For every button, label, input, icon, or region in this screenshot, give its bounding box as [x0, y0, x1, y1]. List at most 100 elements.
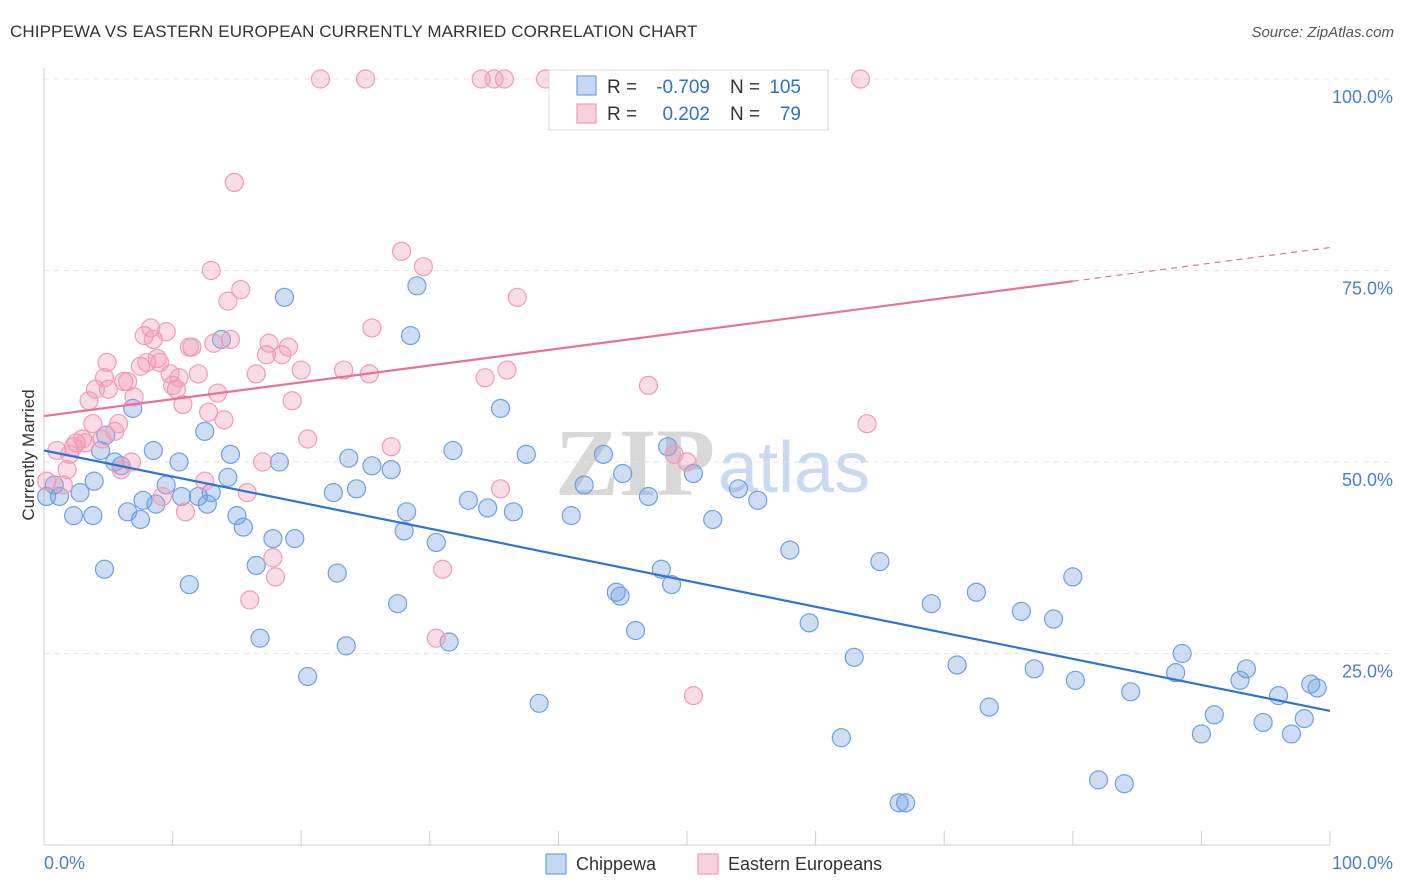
eastern-point-37	[175, 502, 196, 522]
chippewa-point-56	[503, 502, 523, 522]
eastern-point-31	[156, 322, 176, 342]
chippewa-point-95	[1191, 724, 1212, 744]
eastern-point-87	[857, 414, 877, 434]
chippewa-point-6	[84, 471, 104, 491]
eastern-point-17	[108, 414, 129, 434]
chippewa-point-48	[400, 326, 421, 346]
chippewa-point-72	[728, 479, 749, 499]
chippewa-point-50	[426, 532, 446, 553]
bottom-legend-label-eastern: Eastern Europeans	[728, 854, 882, 874]
chippewa-point-80	[896, 793, 916, 813]
chippewa-point-73	[748, 490, 768, 510]
source-label: Source: ZipAtlas.com	[1251, 24, 1394, 41]
chippewa-point-46	[394, 521, 414, 541]
chippewa-point-40	[336, 636, 356, 656]
chippewa-point-17	[146, 494, 166, 514]
legend-n-value-2: 79	[780, 104, 801, 125]
chippewa-point-102	[1294, 709, 1314, 729]
eastern-point-75	[475, 368, 495, 388]
chippewa-point-84	[979, 697, 999, 717]
eastern-point-71	[413, 257, 433, 277]
chippewa-point-2	[49, 486, 70, 507]
eastern-point-55	[256, 345, 277, 365]
chippewa-point-45	[388, 594, 408, 614]
chippewa-point-47	[397, 502, 417, 522]
eastern-point-43	[201, 260, 221, 281]
chippewa-point-66	[638, 486, 659, 507]
chippewa-point-51	[439, 632, 459, 652]
chippewa-point-94	[1172, 643, 1192, 664]
axes	[43, 68, 1331, 846]
eastern-point-30	[152, 486, 172, 507]
eastern-point-85	[683, 686, 704, 706]
eastern-point-82	[638, 375, 659, 395]
eastern-point-13	[94, 368, 115, 388]
y-tick-label-1: 75.0%	[1342, 279, 1393, 299]
chippewa-point-58	[529, 693, 549, 713]
chippewa-point-77	[844, 647, 864, 667]
eastern-point-84	[677, 452, 697, 472]
chippewa-point-78	[870, 551, 890, 572]
chippewa-point-62	[606, 582, 626, 602]
eastern-point-66	[355, 69, 376, 89]
chippewa-point-71	[703, 509, 723, 530]
chippewa-point-54	[478, 498, 498, 518]
chippewa-point-101	[1281, 724, 1302, 744]
eastern-point-50	[231, 280, 251, 300]
legend-swatch-eastern	[576, 103, 597, 124]
eastern-point-46	[214, 410, 234, 430]
chippewa-point-5	[83, 506, 103, 526]
eastern-point-63	[298, 429, 318, 449]
eastern-point-73	[433, 559, 453, 579]
chippewa-point-92	[1121, 682, 1141, 702]
chippewa-point-70	[683, 463, 704, 484]
y-tick-label-2: 50.0%	[1342, 470, 1393, 490]
chippewa-point-91	[1114, 774, 1134, 794]
chippewa-point-63	[610, 586, 630, 606]
gridlines	[44, 78, 1394, 654]
chippewa-point-97	[1230, 670, 1250, 690]
x-tick-label-min: 0.0%	[44, 853, 85, 873]
bottom-legend-swatch-eastern	[697, 853, 719, 875]
bottom-legend-swatch-chippewa	[545, 853, 567, 875]
y-tick-label-3: 25.0%	[1342, 662, 1393, 682]
chippewa-point-76	[831, 728, 851, 748]
chippewa-point-29	[227, 506, 247, 526]
y-axis-label: Currently Married	[19, 389, 38, 520]
chippewa-point-21	[179, 574, 199, 595]
chippewa-point-93	[1166, 663, 1186, 683]
chippewa-point-31	[246, 555, 266, 576]
chippewa-point-90	[1088, 770, 1109, 790]
chippewa-point-34	[269, 452, 289, 472]
eastern-point-54	[253, 452, 273, 472]
eastern-point-70	[391, 241, 412, 261]
chippewa-point-43	[362, 456, 382, 476]
eastern-point-0	[36, 471, 57, 491]
chippewa-point-86	[1024, 659, 1044, 679]
chippewa-point-59	[561, 506, 581, 526]
eastern-point-14	[97, 352, 117, 373]
eastern-point-62	[291, 360, 311, 380]
eastern-point-72	[426, 628, 446, 648]
eastern-point-44	[204, 333, 224, 353]
chippewa-point-75	[799, 613, 819, 633]
eastern-point-68	[362, 318, 382, 338]
legend-r-label-2: R =	[607, 104, 637, 125]
eastern-point-49	[224, 172, 244, 193]
eastern-point-10	[83, 414, 103, 434]
legend-n-label-2: N =	[730, 104, 760, 125]
eastern-point-58	[265, 567, 286, 587]
chippewa-point-30	[233, 517, 253, 537]
chippewa-point-61	[593, 444, 614, 464]
chippewa-point-85	[1011, 601, 1031, 621]
chippewa-point-33	[263, 528, 283, 549]
eastern-point-69	[381, 437, 401, 457]
eastern-point-77	[490, 479, 511, 499]
y-tick-label-0: 100.0%	[1332, 87, 1393, 107]
eastern-point-64	[310, 69, 331, 89]
chippewa-point-99	[1253, 712, 1273, 733]
x-tick-label-max: 100.0%	[1332, 853, 1393, 873]
chart-title: CHIPPEWA VS EASTERN EUROPEAN CURRENTLY M…	[10, 22, 698, 41]
eastern-point-78	[494, 69, 514, 89]
